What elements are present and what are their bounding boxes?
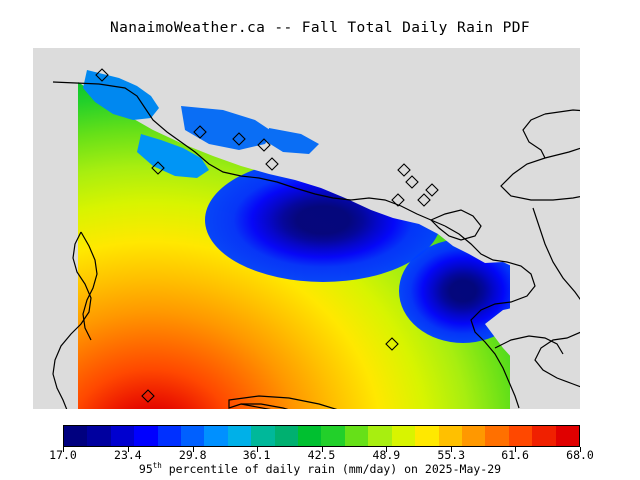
colorbar-swatch-20 xyxy=(532,426,556,446)
station-marker xyxy=(385,337,399,351)
colorbar-tick-label-6: 55.3 xyxy=(437,448,466,462)
caption-percentile-number: 95 xyxy=(138,461,153,476)
colorbar-tick-5 xyxy=(386,447,388,452)
colorbar-swatch-9 xyxy=(274,426,299,446)
colorbar-swatch-10 xyxy=(298,426,322,446)
colorbar-swatch-0 xyxy=(64,426,88,446)
colorbar-tick-4 xyxy=(321,447,323,452)
colorbar-swatch-13 xyxy=(368,426,392,446)
figure-title: NanaimoWeather.ca -- Fall Total Daily Ra… xyxy=(110,20,530,36)
colorbar-swatch-21 xyxy=(555,426,579,446)
colorbar-swatch-8 xyxy=(251,426,275,446)
inland-water-bodies xyxy=(83,70,319,178)
colorbar-swatch-4 xyxy=(157,426,182,446)
station-marker xyxy=(265,157,279,171)
station-markers xyxy=(95,68,439,403)
station-marker xyxy=(95,68,109,82)
station-marker xyxy=(397,163,411,177)
colorbar-swatch-17 xyxy=(461,426,486,446)
colorbar-tick-label-8: 68.0 xyxy=(566,448,594,462)
colorbar-tick-label-4: 42.5 xyxy=(307,448,336,462)
colorbar-tick-7 xyxy=(515,447,517,452)
colorbar-tick-label-3: 36.1 xyxy=(242,448,271,462)
coastline-paths xyxy=(52,81,580,409)
station-marker xyxy=(417,193,431,207)
map-canvas xyxy=(33,48,580,409)
colorbar-tick-label-1: 23.4 xyxy=(114,448,142,462)
colorbar-tick-label-7: 61.6 xyxy=(501,448,529,462)
station-marker xyxy=(151,161,165,175)
caption-ordinal-suffix: th xyxy=(152,461,162,470)
station-marker xyxy=(193,125,207,139)
colorbar-swatch-16 xyxy=(438,426,462,446)
station-marker xyxy=(425,183,439,197)
colorbar-swatch-6 xyxy=(204,426,228,446)
colorbar-swatch-18 xyxy=(485,426,509,446)
colorbar-swatch-3 xyxy=(134,426,158,446)
station-marker xyxy=(257,138,271,152)
colorbar-tick-label-5: 48.9 xyxy=(372,448,401,462)
colorbar-tick-3 xyxy=(256,447,258,452)
colorbar-swatch-12 xyxy=(344,426,369,446)
colorbar-swatch-15 xyxy=(415,426,439,446)
colorbar-tick-8 xyxy=(580,447,581,452)
colorbar-tick-1 xyxy=(127,447,129,452)
colorbar-swatch-14 xyxy=(391,426,416,446)
station-marker xyxy=(232,132,246,146)
colorbar-swatch-2 xyxy=(110,426,135,446)
colorbar-caption: 95th percentile of daily rain (mm/day) o… xyxy=(0,461,640,476)
colorbar-swatch-11 xyxy=(321,426,345,446)
colorbar-swatch-5 xyxy=(181,426,205,446)
colorbar-gradient xyxy=(63,425,580,447)
colorbar-ticks xyxy=(63,447,581,453)
colorbar xyxy=(33,425,581,452)
colorbar-swatch-7 xyxy=(227,426,252,446)
contour-min-east xyxy=(399,239,510,343)
colorbar-swatch-1 xyxy=(87,426,111,446)
colorbar-tick-label-2: 29.8 xyxy=(178,448,207,462)
colorbar-swatch-19 xyxy=(508,426,533,446)
colorbar-tick-label-0: 17.0 xyxy=(49,448,77,462)
station-marker xyxy=(405,175,419,189)
station-marker xyxy=(391,193,405,207)
colorbar-tick-6 xyxy=(451,447,453,452)
colorbar-tick-labels: 17.0 23.4 29.8 36.1 42.5 48.9 55.3 61.6 68.0 xyxy=(0,448,640,462)
colorbar-tick-0 xyxy=(63,447,64,452)
station-marker xyxy=(141,389,155,403)
colorbar-tick-2 xyxy=(192,447,194,452)
caption-text: percentile of daily rain (mm/day) on 202… xyxy=(161,461,502,476)
map-panel xyxy=(33,48,580,409)
